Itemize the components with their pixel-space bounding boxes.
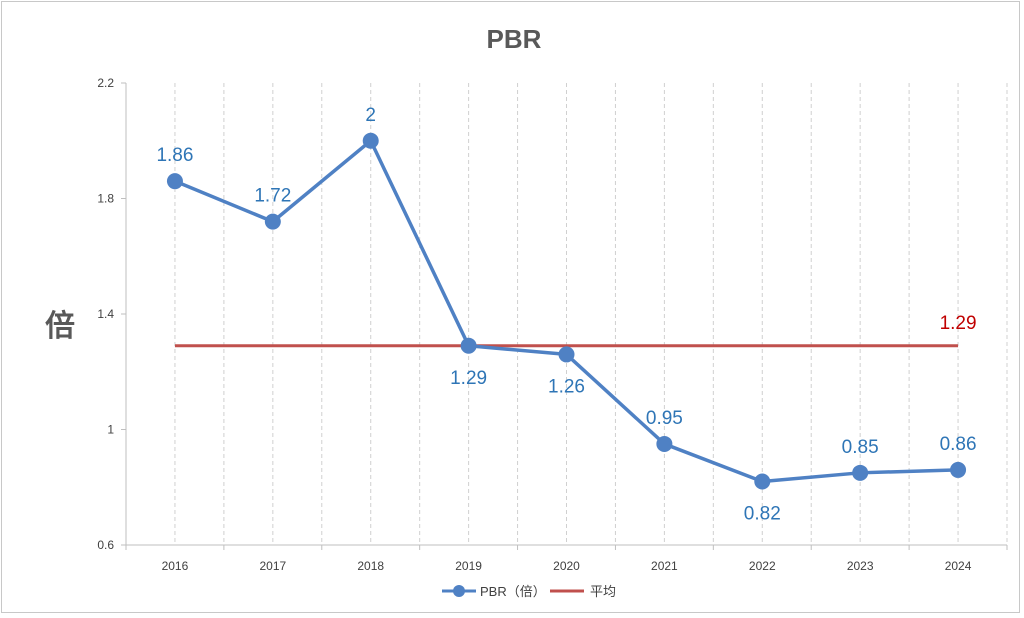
pbr-data-label: 1.29 [450,368,487,389]
chart-title: PBR [487,24,542,54]
pbr-data-label: 0.86 [940,434,977,455]
average-data-label: 1.29 [940,313,977,334]
y-tick-label: 1.8 [97,192,114,206]
y-tick-label: 1.4 [97,307,114,321]
pbr-data-label: 1.72 [254,186,291,207]
pbr-data-label: 0.95 [646,408,683,429]
pbr-data-point [852,464,869,481]
pbr-data-label: 1.26 [548,376,585,397]
legend: PBR（倍） 平均 [442,584,616,599]
legend-marker-pbr [453,585,465,597]
pbr-data-point [656,435,673,452]
pbr-data-label: 2 [365,105,376,126]
pbr-data-point [264,213,281,230]
x-tick-label: 2017 [259,559,286,573]
y-tick-label: 0.6 [97,538,114,552]
x-tick-label: 2016 [162,559,189,573]
legend-label-pbr: PBR（倍） [480,584,546,599]
pbr-data-point [362,132,379,149]
axis-layer: 0.6 1 1.4 1.8 2.2 2016 2017 2018 2019 2020 2021 202… [97,76,1008,573]
x-tick-label: 2022 [749,559,776,573]
grid-layer [174,83,1008,545]
x-tick-label: 2018 [357,559,384,573]
pbr-data-label: 1.86 [156,145,193,166]
pbr-data-point [166,173,183,190]
y-tick-label: 1 [107,423,114,437]
pbr-data-point [754,473,771,490]
y-axis-label: 倍 [45,309,75,343]
x-tick-label: 2024 [945,559,972,573]
x-tick-label: 2020 [553,559,580,573]
pbr-data-point [950,461,967,478]
legend-label-average: 平均 [590,584,616,599]
pbr-data-point [460,337,477,354]
x-tick-label: 2021 [651,559,678,573]
pbr-data-point [558,346,575,363]
y-tick-label: 2.2 [97,76,114,90]
pbr-data-label: 0.85 [842,437,879,458]
x-tick-label: 2019 [455,559,482,573]
series-layer [166,132,967,490]
pbr-data-label: 0.82 [744,503,781,524]
data-label-layer: 1.86 1.72 2 1.29 1.26 0.95 0.82 0.85 0.86 1.29 [156,105,976,525]
x-tick-label: 2023 [847,559,874,573]
